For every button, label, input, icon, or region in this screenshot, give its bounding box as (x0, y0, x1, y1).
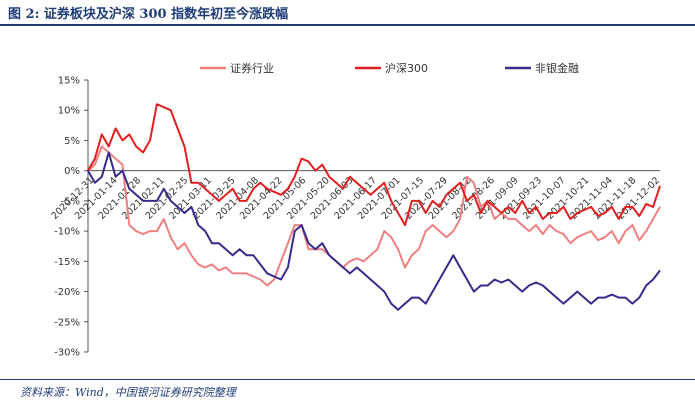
legend-label: 非银金融 (535, 61, 579, 75)
legend-label: 沪深300 (385, 61, 428, 75)
y-tick-label: -25% (54, 317, 80, 328)
chart-area: 15%10%5%0%-5%-10%-15%-20%-25%-30%2020-12… (49, 61, 662, 359)
y-tick-label: -15% (54, 257, 80, 268)
y-tick-label: -20% (54, 287, 80, 298)
series-line-2 (87, 103, 661, 227)
y-tick-label: -10% (54, 227, 80, 238)
y-tick-label: 5% (64, 136, 80, 147)
y-tick-label: 10% (58, 106, 80, 117)
y-tick-label: 0% (64, 166, 80, 177)
legend-label: 证券行业 (230, 61, 274, 75)
source-note: 资料来源：Wind，中国银河证券研究院整理 (20, 386, 236, 399)
y-tick-label: 15% (58, 76, 80, 87)
series-line-1 (87, 145, 661, 287)
chart-title: 图 2: 证券板块及沪深 300 指数年初至今涨跌幅 (8, 7, 289, 22)
series-line-3 (87, 151, 661, 311)
title-bar: 图 2: 证券板块及沪深 300 指数年初至今涨跌幅 (0, 0, 695, 26)
y-tick-label: -5% (61, 196, 80, 207)
y-tick-label: -30% (54, 348, 80, 359)
source-divider (0, 379, 695, 380)
